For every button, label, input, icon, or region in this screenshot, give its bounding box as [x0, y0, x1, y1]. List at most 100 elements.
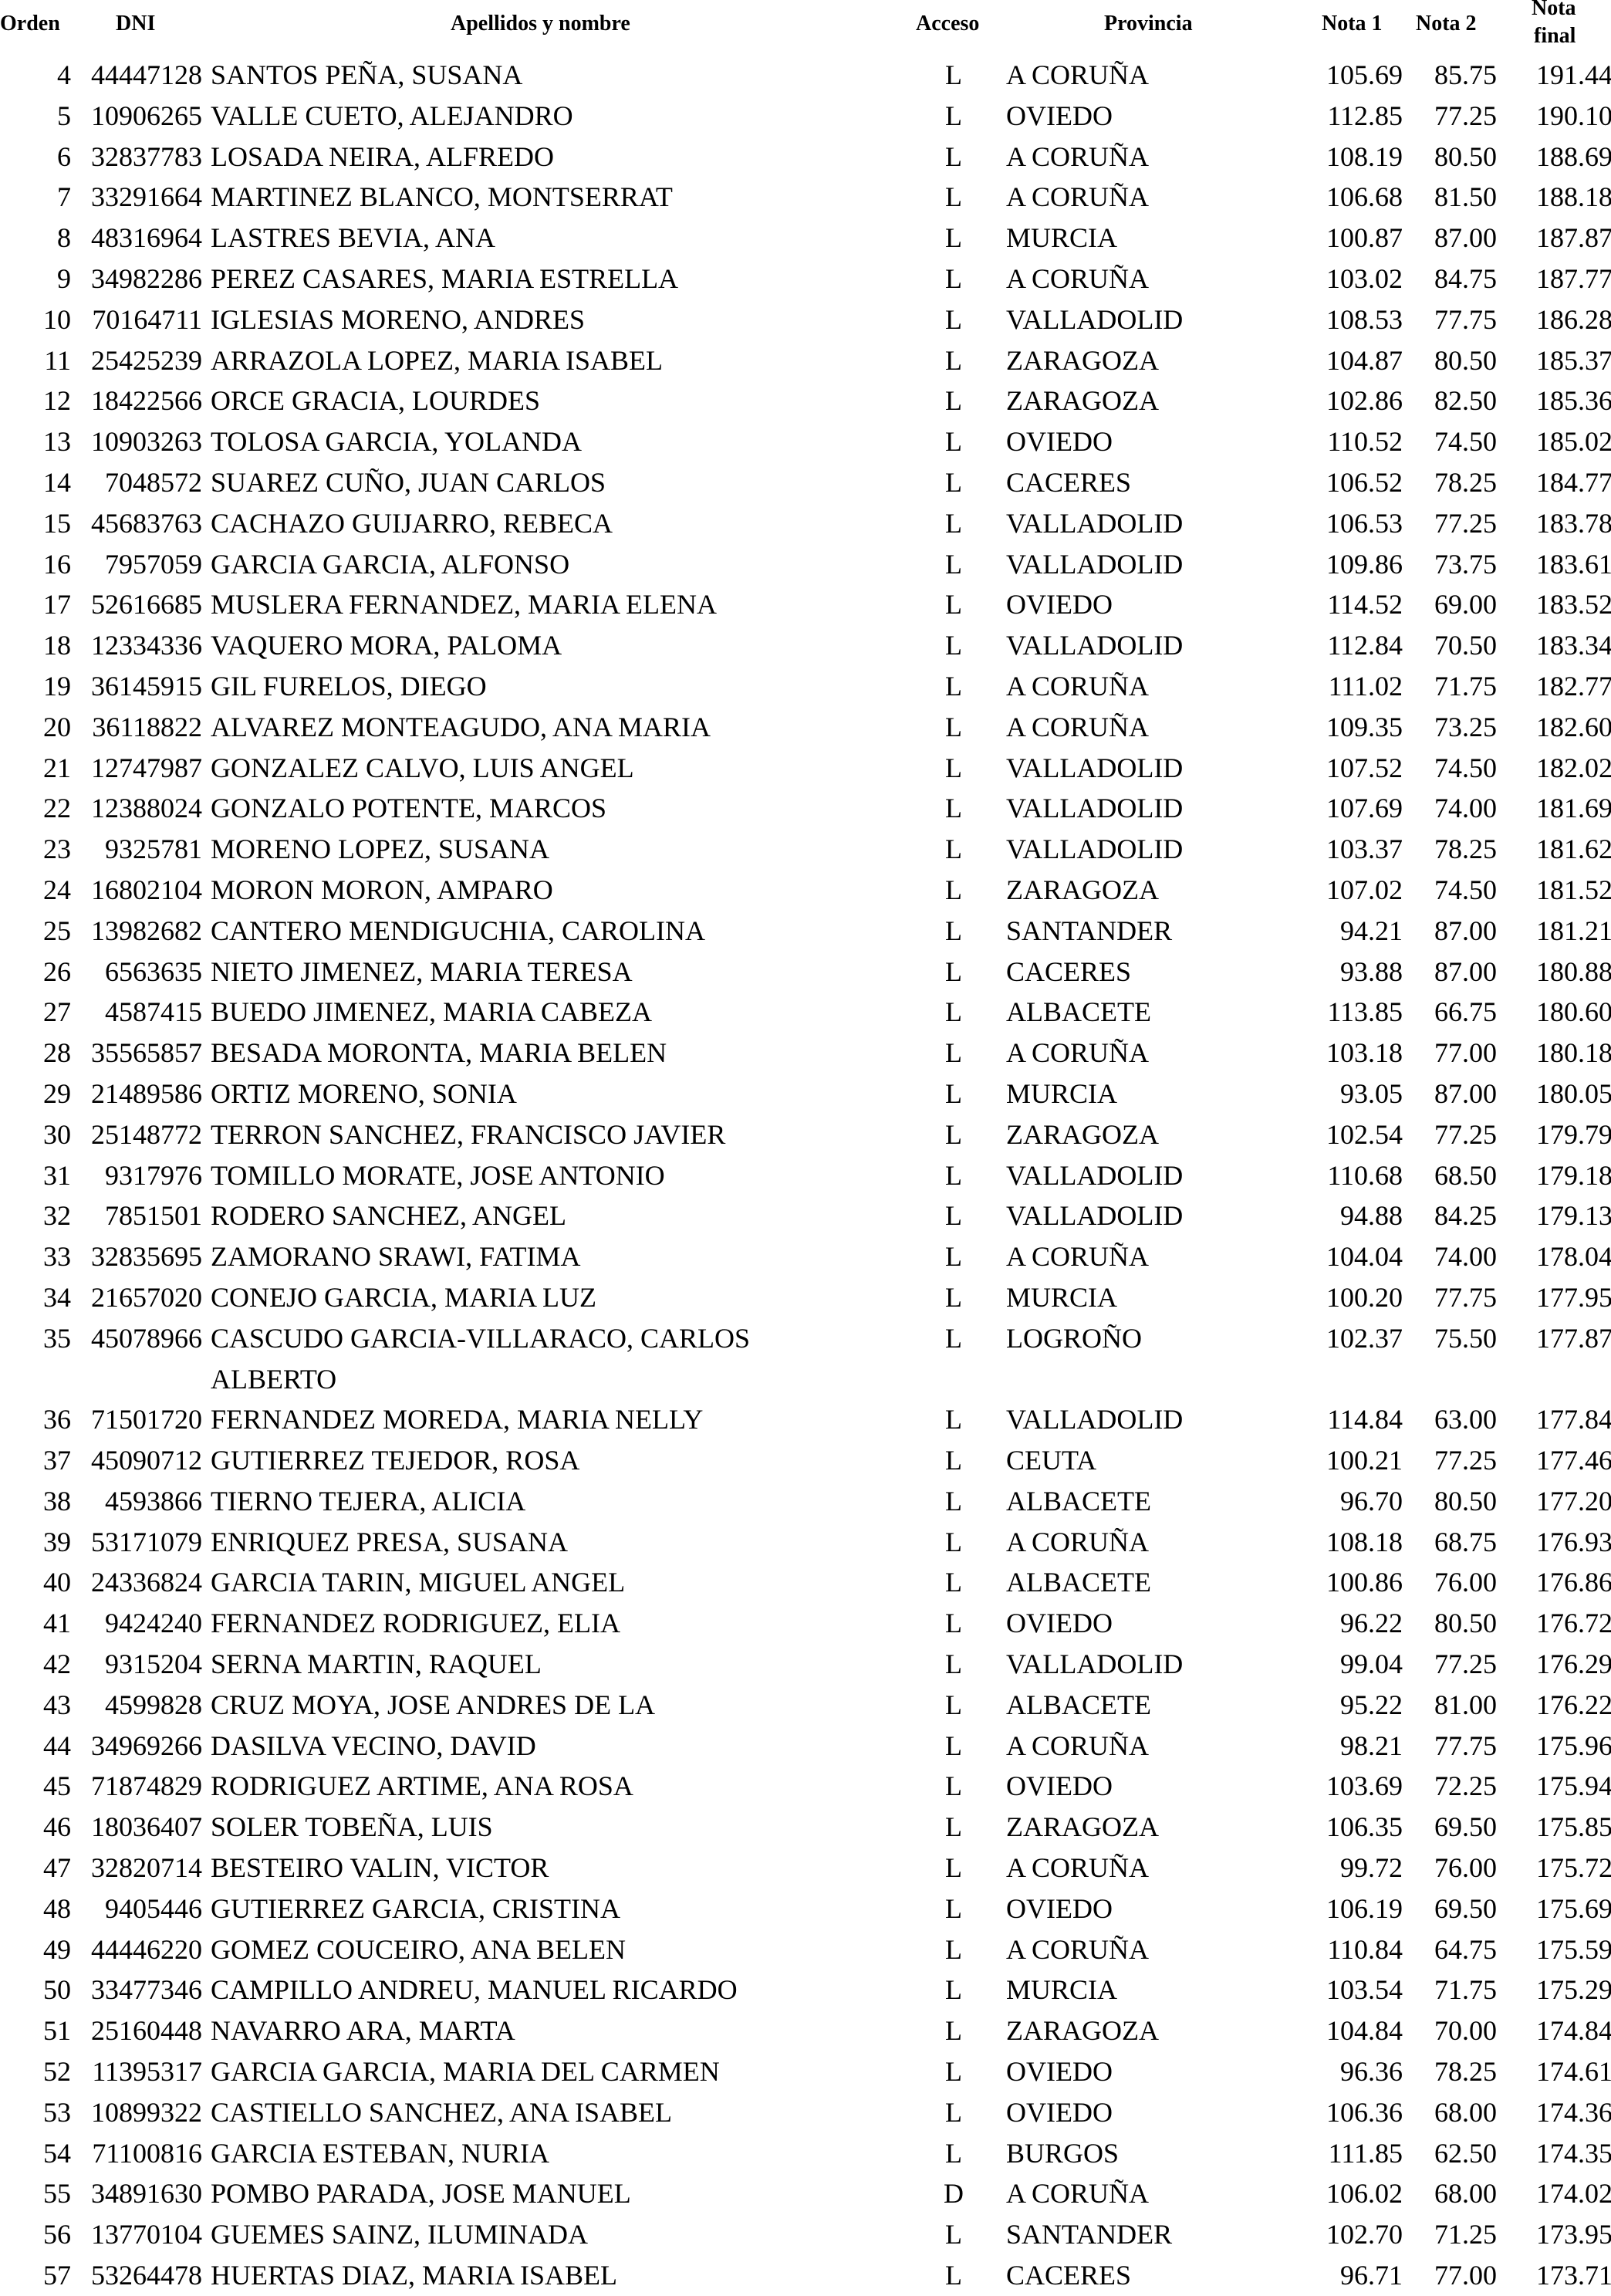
provincia-cell: ZARAGOZA: [1006, 874, 1159, 905]
provincia-cell: A CORUÑA: [1006, 262, 1150, 294]
table-row: 17 52616685 MUSLERA FERNANDEZ, MARIA ELENA…: [0, 584, 1611, 625]
nota-final-cell: 181.21: [1536, 915, 1611, 946]
nota1-cell: 99.04: [1340, 1648, 1403, 1680]
nota1-cell: 100.86: [1326, 1567, 1403, 1598]
orden-cell: 57: [43, 2260, 71, 2291]
dni-cell: 53264478: [91, 2260, 202, 2291]
dni-cell: 12334336: [91, 630, 202, 661]
dni-cell: 71100816: [92, 2137, 202, 2169]
provincia-cell: LOGROÑO: [1006, 1322, 1142, 1354]
nota2-cell: 69.50: [1434, 1811, 1497, 1843]
nota2-cell: 68.00: [1434, 2096, 1497, 2128]
acceso-cell: L: [945, 996, 962, 1028]
provincia-cell: A CORUÑA: [1006, 140, 1150, 172]
dni-cell: 53171079: [91, 1526, 202, 1557]
nombre-cell: ORCE GRACIA, LOURDES: [211, 385, 541, 417]
dni-cell: 13982682: [91, 915, 202, 946]
provincia-cell: BURGOS: [1006, 2137, 1120, 2169]
table-row: 48 9405446 GUTIERREZ GARCIA, CRISTINA L OVIE…: [0, 1889, 1611, 1929]
dni-cell: 9424240: [105, 1608, 202, 1639]
dni-cell: 48316964: [91, 222, 202, 254]
nota-final-cell: 175.96: [1536, 1730, 1611, 1761]
nombre-cell: ENRIQUEZ PRESA, SUSANA: [211, 1526, 569, 1557]
table-row: 15 45683763 CACHAZO GUIJARRO, REBECA L VALLA…: [0, 503, 1611, 544]
nombre-cell: ORTIZ MORENO, SONIA: [211, 1077, 517, 1109]
nota1-cell: 107.69: [1326, 793, 1403, 824]
nota1-cell: 98.21: [1340, 1730, 1403, 1761]
dni-cell: 25148772: [91, 1118, 202, 1150]
acceso-cell: L: [945, 1037, 962, 1069]
nombre-cell: IGLESIAS MORENO, ANDRES: [211, 303, 586, 335]
nota1-cell: 108.53: [1326, 303, 1403, 335]
nota1-cell: 113.85: [1327, 996, 1403, 1028]
table-row: 38 4593866 TIERNO TEJERA, ALICIA L ALBACETE 9…: [0, 1481, 1611, 1522]
nombre-cell: TIERNO TEJERA, ALICIA: [211, 1485, 526, 1517]
acceso-cell: L: [945, 466, 962, 498]
nota2-cell: 87.00: [1434, 1077, 1497, 1109]
nombre-cell: DASILVA VECINO, DAVID: [211, 1730, 536, 1761]
nota1-cell: 103.37: [1326, 834, 1403, 865]
acceso-cell: L: [945, 1852, 962, 1884]
nota2-cell: 73.25: [1434, 711, 1497, 742]
nombre-cell: CAMPILLO ANDREU, MANUEL RICARDO: [211, 1974, 738, 2006]
table-row: 42 9315204 SERNA MARTIN, RAQUEL L VALLADOLID…: [0, 1644, 1611, 1685]
nota-final-cell: 176.93: [1536, 1526, 1611, 1557]
table-row: 44 34969266 DASILVA VECINO, DAVID L A CORUÑA…: [0, 1726, 1611, 1767]
dni-cell: 44447128: [91, 59, 202, 90]
dni-cell: 24336824: [91, 1567, 202, 1598]
acceso-cell: L: [945, 59, 962, 90]
nombre-cell: VAQUERO MORA, PALOMA: [211, 630, 562, 661]
dni-cell: 9315204: [105, 1648, 202, 1680]
provincia-cell: SANTANDER: [1006, 2219, 1173, 2250]
acceso-cell: L: [945, 2137, 962, 2169]
acceso-cell: L: [945, 1485, 962, 1517]
nota1-cell: 94.21: [1340, 915, 1403, 946]
table-row: 57 53264478 HUERTAS DIAZ, MARIA ISABEL L CAC…: [0, 2255, 1611, 2296]
nota-final-cell: 182.77: [1536, 670, 1611, 702]
orden-cell: 8: [57, 222, 71, 254]
nombre-cell: ARRAZOLA LOPEZ, MARIA ISABEL: [211, 344, 664, 376]
table-row: 20 36118822 ALVAREZ MONTEAGUDO, ANA MARIA L…: [0, 707, 1611, 748]
acceso-cell: L: [945, 426, 962, 458]
provincia-cell: ZARAGOZA: [1006, 344, 1159, 376]
nombre-cell: RODERO SANCHEZ, ANGEL: [211, 1200, 567, 1232]
orden-cell: 10: [43, 303, 71, 335]
table-row: 6 32837783 LOSADA NEIRA, ALFREDO L A CORUÑA 1…: [0, 137, 1611, 178]
nota-final-cell: 177.46: [1536, 1445, 1611, 1476]
provincia-cell: MURCIA: [1006, 1974, 1118, 2006]
nota2-cell: 76.00: [1434, 1567, 1497, 1598]
acceso-cell: L: [945, 955, 962, 987]
nota1-cell: 102.70: [1326, 2219, 1403, 2250]
nota1-cell: 93.88: [1340, 955, 1403, 987]
orden-cell: 19: [43, 670, 71, 702]
provincia-cell: SANTANDER: [1006, 915, 1173, 946]
nota-final-cell: 173.71: [1536, 2260, 1611, 2291]
nombre-cell: CASCUDO GARCIA-VILLARACO, CARLOS ALBERTO: [211, 1322, 751, 1395]
provincia-cell: VALLADOLID: [1006, 1159, 1184, 1191]
nota2-cell: 74.50: [1434, 752, 1497, 783]
orden-cell: 56: [43, 2219, 71, 2250]
nombre-cell: PEREZ CASARES, MARIA ESTRELLA: [211, 262, 679, 294]
nombre-cell: VALLE CUETO, ALEJANDRO: [211, 100, 573, 131]
nota-final-cell: 177.20: [1536, 1485, 1611, 1517]
table-row: 31 9317976 TOMILLO MORATE, JOSE ANTONIO L VA…: [0, 1155, 1611, 1196]
dni-cell: 45078966: [91, 1322, 202, 1354]
provincia-cell: VALLADOLID: [1006, 303, 1184, 335]
orden-cell: 17: [43, 589, 71, 620]
acceso-cell: D: [944, 2178, 964, 2210]
orden-cell: 15: [43, 507, 71, 539]
nombre-cell: BESTEIRO VALIN, VICTOR: [211, 1852, 549, 1884]
nota1-cell: 112.84: [1327, 630, 1403, 661]
dni-cell: 7851501: [105, 1200, 202, 1232]
acceso-cell: L: [945, 874, 962, 905]
dni-cell: 45090712: [91, 1445, 202, 1476]
nota2-cell: 78.25: [1434, 834, 1497, 865]
orden-cell: 42: [43, 1648, 71, 1680]
orden-cell: 46: [43, 1811, 71, 1843]
table-row: 52 11395317 GARCIA GARCIA, MARIA DEL CARME…: [0, 2051, 1611, 2092]
header-nota1: Nota 1: [1322, 12, 1383, 36]
nota2-cell: 84.25: [1434, 1200, 1497, 1232]
nota2-cell: 77.25: [1434, 1648, 1497, 1680]
results-table: 4 44447128 SANTOS PEÑA, SUSANA L A CORUÑA 105…: [0, 55, 1611, 2296]
acceso-cell: L: [945, 1445, 962, 1476]
